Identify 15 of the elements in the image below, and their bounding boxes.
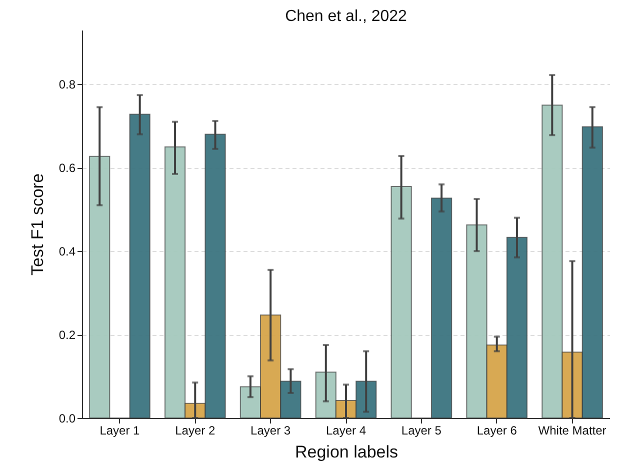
- y-tick-label: 0.0: [58, 412, 76, 426]
- x-tick-label: Layer 2: [175, 424, 216, 438]
- x-tick-label: Layer 4: [326, 424, 366, 438]
- x-tick-label: Layer 5: [401, 424, 442, 438]
- y-axis-title: Test F1 score: [28, 173, 47, 276]
- y-tick-label: 0.2: [58, 328, 76, 342]
- x-tick-label: Layer 1: [100, 424, 140, 438]
- chart-title: Chen et al., 2022: [285, 8, 408, 25]
- y-tick-label: 0.6: [58, 161, 76, 176]
- x-tick-label: Layer 3: [250, 424, 291, 438]
- x-tick-label: Layer 6: [476, 424, 518, 438]
- x-axis-title: Region labels: [294, 442, 398, 462]
- y-tick-label: 0.4: [58, 244, 76, 259]
- x-tick-label: White Matter: [538, 424, 606, 438]
- y-tick-label: 0.8: [58, 78, 76, 92]
